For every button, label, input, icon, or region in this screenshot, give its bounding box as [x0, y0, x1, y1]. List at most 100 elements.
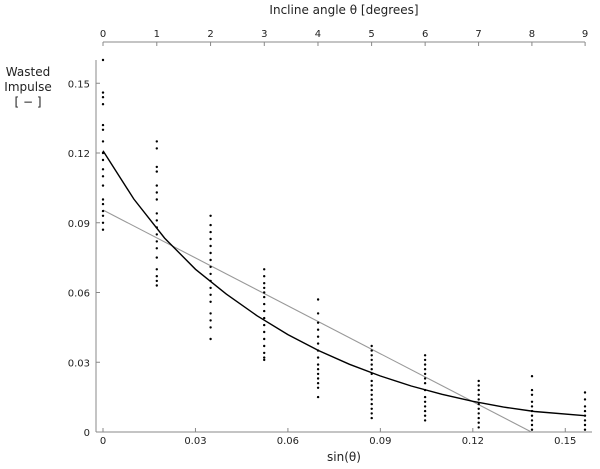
data-point — [530, 375, 534, 378]
y-axis-title-line-3: [ − ] — [14, 95, 41, 109]
data-point — [155, 170, 158, 173]
data-point — [101, 151, 105, 155]
data-point — [477, 393, 480, 396]
x-tick-label: 0.12 — [462, 436, 484, 447]
data-point — [101, 184, 105, 187]
data-point — [477, 388, 480, 392]
data-point — [370, 354, 373, 357]
data-point — [209, 251, 212, 255]
data-point — [530, 405, 534, 408]
data-point — [209, 223, 212, 227]
data-point — [370, 379, 373, 383]
data-point — [423, 409, 427, 413]
top-tick-label: 0 — [100, 29, 106, 40]
data-point — [101, 175, 105, 178]
data-point — [530, 409, 534, 413]
data-point — [370, 363, 373, 366]
data-point — [583, 414, 587, 417]
y-tick-label: 0 — [84, 428, 90, 439]
data-point — [263, 337, 266, 341]
data-point — [316, 363, 320, 366]
data-point — [423, 358, 427, 362]
data-point — [155, 147, 158, 150]
data-point — [530, 423, 534, 427]
data-point — [423, 372, 427, 376]
data-point — [423, 414, 427, 417]
x-axis-ticks: 0 0.03 0.06 0.09 0.12 0.15 — [100, 428, 576, 447]
data-point — [209, 237, 212, 241]
top-axis-ticks: 0 1 2 3 4 5 6 7 8 9 — [100, 29, 588, 46]
data-point — [316, 342, 320, 345]
top-tick-label: 4 — [315, 29, 321, 40]
data-point — [370, 402, 373, 406]
data-point — [263, 302, 266, 306]
data-point — [423, 419, 427, 422]
data-point — [155, 284, 158, 287]
data-point — [530, 400, 534, 403]
data-point — [155, 226, 158, 229]
y-axis-title-line-1: Wasted — [6, 65, 50, 79]
data-point — [263, 358, 266, 362]
data-point — [370, 393, 373, 396]
data-point — [316, 382, 320, 385]
data-point — [370, 368, 373, 371]
data-point — [316, 312, 320, 315]
data-point — [209, 319, 212, 322]
data-point — [477, 407, 480, 410]
top-tick-label: 8 — [529, 29, 535, 40]
data-point — [423, 400, 427, 403]
data-point — [101, 91, 105, 94]
y-tick-label: 0.06 — [68, 289, 90, 300]
top-tick-label: 5 — [368, 29, 374, 40]
data-point — [316, 321, 320, 324]
data-point — [101, 198, 105, 201]
data-point — [209, 230, 212, 234]
data-point — [263, 330, 266, 334]
data-point — [101, 58, 105, 62]
data-point — [155, 191, 158, 194]
data-point — [155, 184, 158, 187]
data-point — [370, 384, 373, 387]
data-point — [423, 363, 427, 366]
x-tick-label: 0.09 — [369, 436, 391, 447]
data-point — [155, 165, 158, 169]
data-point — [155, 212, 158, 215]
data-point — [423, 377, 427, 380]
data-point — [101, 103, 105, 106]
y-tick-label: 0.15 — [68, 79, 90, 90]
y-axis-title-line-2: Impulse — [4, 80, 51, 94]
data-point — [263, 282, 266, 285]
data-point — [101, 202, 105, 206]
data-point — [477, 416, 480, 420]
data-point — [263, 356, 266, 359]
data-point — [155, 275, 158, 278]
x-tick-label: 0.06 — [277, 436, 299, 447]
data-point — [530, 419, 534, 422]
data-point — [477, 421, 480, 424]
data-point — [263, 323, 266, 327]
data-point — [530, 414, 534, 417]
data-point — [155, 268, 158, 271]
data-point — [263, 268, 266, 271]
data-point — [423, 354, 427, 357]
data-point — [316, 368, 320, 371]
data-point — [530, 388, 534, 392]
data-point — [477, 426, 480, 429]
data-point — [209, 326, 212, 329]
data-point — [370, 407, 373, 410]
data-point — [316, 377, 320, 380]
data-point — [423, 395, 427, 399]
data-point — [423, 368, 427, 371]
data-points — [101, 58, 587, 431]
data-point — [583, 398, 587, 401]
data-point — [530, 428, 534, 431]
data-point — [209, 286, 212, 290]
y-tick-label: 0.12 — [68, 149, 90, 160]
data-point — [316, 386, 320, 389]
fit-lines — [102, 150, 586, 433]
data-point — [263, 295, 266, 299]
top-tick-label: 9 — [582, 29, 588, 40]
data-point — [155, 198, 158, 201]
y-axis-ticks: 0 0.03 0.06 0.09 0.12 0.15 — [68, 79, 100, 439]
x-axis-title: sin(θ) — [327, 450, 361, 464]
